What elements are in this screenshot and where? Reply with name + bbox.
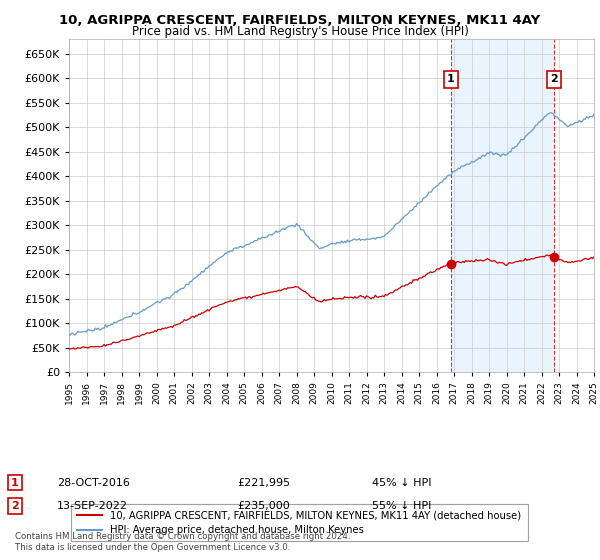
Text: 28-OCT-2016: 28-OCT-2016 bbox=[57, 478, 130, 488]
Text: 1: 1 bbox=[447, 74, 455, 84]
Text: 2: 2 bbox=[550, 74, 558, 84]
Text: Contains HM Land Registry data © Crown copyright and database right 2024.
This d: Contains HM Land Registry data © Crown c… bbox=[15, 533, 350, 552]
Text: £221,995: £221,995 bbox=[237, 478, 290, 488]
Text: £235,000: £235,000 bbox=[237, 501, 290, 511]
Text: 10, AGRIPPA CRESCENT, FAIRFIELDS, MILTON KEYNES, MK11 4AY: 10, AGRIPPA CRESCENT, FAIRFIELDS, MILTON… bbox=[59, 14, 541, 27]
Text: 2: 2 bbox=[11, 501, 19, 511]
Text: Price paid vs. HM Land Registry's House Price Index (HPI): Price paid vs. HM Land Registry's House … bbox=[131, 25, 469, 38]
Text: 1: 1 bbox=[11, 478, 19, 488]
Text: 55% ↓ HPI: 55% ↓ HPI bbox=[372, 501, 431, 511]
Text: 45% ↓ HPI: 45% ↓ HPI bbox=[372, 478, 431, 488]
Text: 13-SEP-2022: 13-SEP-2022 bbox=[57, 501, 128, 511]
Bar bbox=[451, 39, 554, 372]
Legend: 10, AGRIPPA CRESCENT, FAIRFIELDS, MILTON KEYNES, MK11 4AY (detached house), HPI:: 10, AGRIPPA CRESCENT, FAIRFIELDS, MILTON… bbox=[71, 504, 527, 541]
